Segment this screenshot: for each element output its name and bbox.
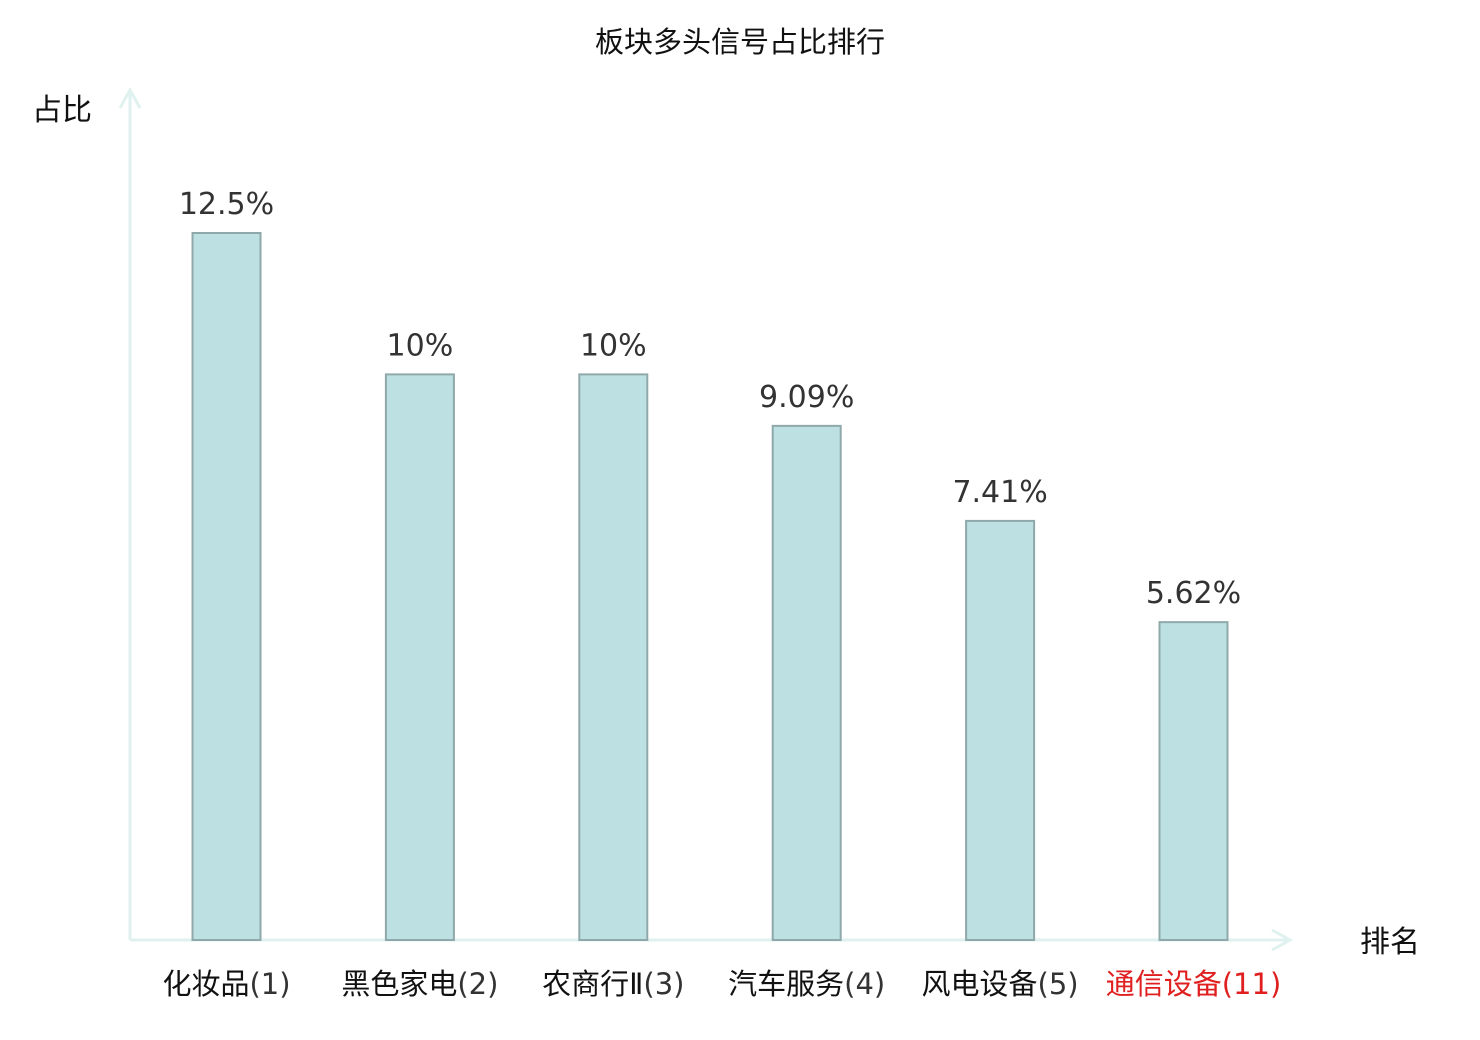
category-label: 化妆品(1) xyxy=(162,967,290,1001)
category-label: 通信设备(11) xyxy=(1106,967,1282,1001)
category-labels-group: 化妆品(1) 黑色家电(2) 农商行Ⅱ(3) 汽车服务(4) 风电设备(5) 通信设备(1… xyxy=(162,967,1281,1001)
bar xyxy=(578,373,649,941)
x-axis-arrow-icon xyxy=(1271,928,1294,952)
category-label: 农商行Ⅱ(3) xyxy=(542,967,684,1001)
category-name: 汽车服务 xyxy=(728,967,844,1001)
value-labels-group: 12.5% 10% 10% 9.09% 7.41% 5.62% xyxy=(179,187,1241,611)
category-rank: (11) xyxy=(1222,967,1282,1001)
category-name: 通信设备 xyxy=(1106,967,1222,1001)
bar xyxy=(1158,621,1229,941)
category-label: 汽车服务(4) xyxy=(728,967,885,1001)
bar-value-label: 10% xyxy=(580,328,647,363)
category-rank: (2) xyxy=(457,967,498,1001)
category-name: 黑色家电 xyxy=(341,967,457,1001)
bar xyxy=(965,519,1036,941)
x-axis-label: 排名 xyxy=(1360,925,1420,960)
bar-value-label: 12.5% xyxy=(179,187,274,222)
category-name: 风电设备 xyxy=(922,967,1038,1001)
chart-title: 板块多头信号占比排行 xyxy=(595,25,885,59)
bar xyxy=(771,424,842,941)
category-rank: (1) xyxy=(249,967,290,1001)
category-rank: (4) xyxy=(844,967,885,1001)
bar-value-label: 7.41% xyxy=(952,475,1047,510)
y-axis-label: 占比 xyxy=(32,93,92,128)
category-rank: (3) xyxy=(643,967,684,1001)
category-rank: (5) xyxy=(1038,967,1079,1001)
category-name: 农商行Ⅱ xyxy=(542,967,643,1001)
bars-group xyxy=(191,232,1229,941)
bar-value-label: 9.09% xyxy=(759,380,854,415)
category-name: 化妆品 xyxy=(162,967,249,1001)
bar-value-label: 5.62% xyxy=(1146,576,1241,611)
bar xyxy=(191,232,262,941)
bar-value-label: 10% xyxy=(387,328,454,363)
bar xyxy=(384,373,455,941)
category-label: 黑色家电(2) xyxy=(341,967,498,1001)
category-label: 风电设备(5) xyxy=(922,967,1079,1001)
y-axis-arrow-icon xyxy=(118,86,142,109)
axes xyxy=(118,86,1294,952)
